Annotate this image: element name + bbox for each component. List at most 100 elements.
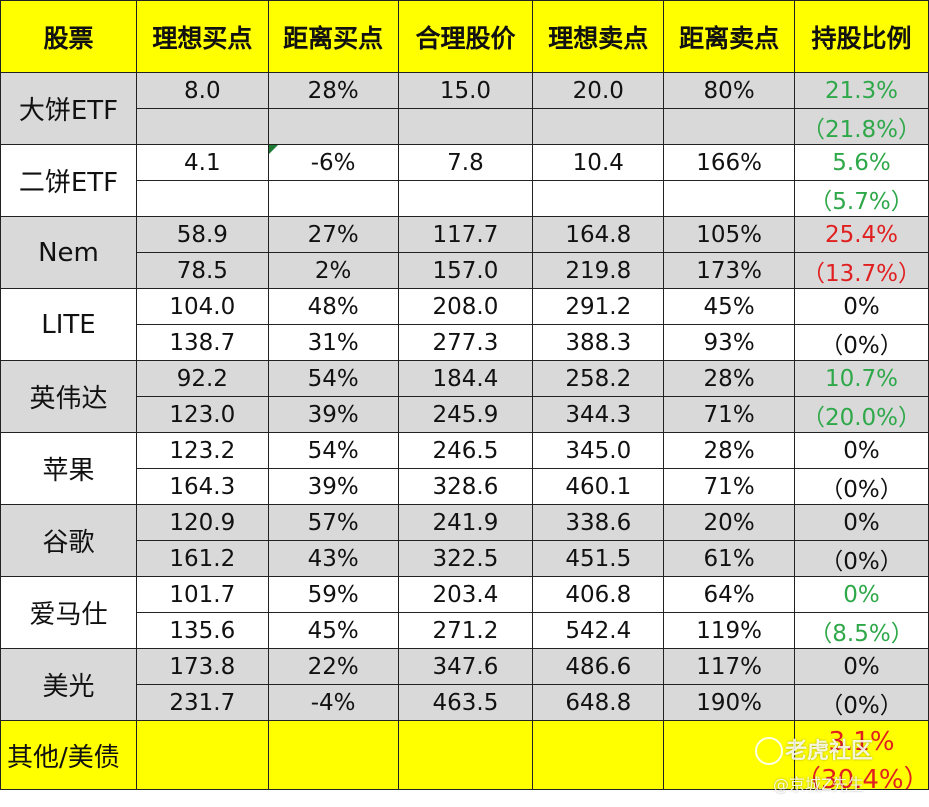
distance-buy-cell: 45% <box>267 612 399 649</box>
stock-table: 股票 理想买点 距离买点 合理股价 理想卖点 距离卖点 持股比例 大饼ETF 8.… <box>0 0 929 790</box>
table-row: 大饼ETF 8.0 28% 15.0 20.0 80% 21.3% <box>0 72 929 145</box>
holding-ratio-cell: 25.4% <box>794 216 929 253</box>
ideal-buy-cell: 8.0 <box>135 72 269 109</box>
table-row: 苹果 123.2 54% 246.5 345.0 28% 0% <box>0 432 929 505</box>
distance-sell-cell: 119% <box>663 612 796 649</box>
fair-price-cell: 271.2 <box>397 612 534 649</box>
ideal-sell-cell: 344.3 <box>532 396 665 433</box>
fair-price-cell: 277.3 <box>397 324 534 361</box>
table-row: 78.5 2% 157.0 219.8 173% （13.7%） <box>1 252 929 289</box>
ideal-sell-cell: 219.8 <box>532 252 665 289</box>
ideal-buy-cell <box>135 180 269 217</box>
distance-sell-cell: 20% <box>663 504 796 541</box>
footer-empty-cell <box>267 720 399 790</box>
ideal-buy-cell: 101.7 <box>135 576 269 613</box>
distance-buy-cell: 22% <box>267 648 399 685</box>
fair-price-cell: 328.6 <box>397 468 534 505</box>
ideal-buy-cell: 231.7 <box>135 684 269 721</box>
fair-price-cell: 184.4 <box>397 360 534 397</box>
table-row: （5.7%） <box>1 180 929 217</box>
fair-price-cell: 463.5 <box>397 684 534 721</box>
ideal-sell-cell: 164.8 <box>532 216 665 253</box>
ideal-sell-cell: 542.4 <box>532 612 665 649</box>
stock-name-cell: 苹果 <box>0 432 137 505</box>
table-row: 231.7 -4% 463.5 648.8 190% （0%） <box>1 684 929 721</box>
watermark: 老虎社区 @京城Z先生 <box>755 733 915 797</box>
ideal-buy-cell: 138.7 <box>135 324 269 361</box>
holding-ratio-cell: （0%） <box>794 324 929 361</box>
distance-buy-cell: -4% <box>267 684 399 721</box>
ideal-sell-cell: 258.2 <box>532 360 665 397</box>
footer-empty-cell <box>397 720 534 790</box>
ideal-buy-cell: 120.9 <box>135 504 269 541</box>
ideal-sell-cell: 648.8 <box>532 684 665 721</box>
ideal-sell-cell: 345.0 <box>532 432 665 469</box>
ideal-sell-cell: 291.2 <box>532 288 665 325</box>
ideal-sell-cell: 460.1 <box>532 468 665 505</box>
holding-ratio-cell: （0%） <box>794 540 929 577</box>
distance-buy-cell: 48% <box>267 288 399 325</box>
table-row: 爱马仕 101.7 59% 203.4 406.8 64% 0% <box>0 576 929 649</box>
distance-sell-cell: 166% <box>663 144 796 181</box>
fair-price-cell: 203.4 <box>397 576 534 613</box>
distance-buy-cell: 54% <box>267 360 399 397</box>
holding-ratio-cell: 21.3% <box>794 72 929 109</box>
table-row: 161.2 43% 322.5 451.5 61% （0%） <box>1 540 929 577</box>
stock-name-cell: 爱马仕 <box>0 576 137 649</box>
ideal-buy-cell: 58.9 <box>135 216 269 253</box>
holding-ratio-cell: 0% <box>794 504 929 541</box>
tiger-logo-icon <box>755 737 783 765</box>
distance-buy-cell: 54% <box>267 432 399 469</box>
table-row: 164.3 39% 328.6 460.1 71% （0%） <box>1 468 929 505</box>
ideal-buy-cell: 135.6 <box>135 612 269 649</box>
holding-ratio-cell: 10.7% <box>794 360 929 397</box>
header-row: 股票 理想买点 距离买点 合理股价 理想卖点 距离卖点 持股比例 <box>0 0 929 73</box>
fair-price-cell <box>397 180 534 217</box>
fair-price-cell: 245.9 <box>397 396 534 433</box>
distance-sell-cell: 105% <box>663 216 796 253</box>
distance-sell-cell <box>663 180 796 217</box>
fair-price-cell: 208.0 <box>397 288 534 325</box>
ideal-buy-cell: 164.3 <box>135 468 269 505</box>
col-header-stock: 股票 <box>0 0 137 73</box>
holding-ratio-cell: 5.6% <box>794 144 929 181</box>
fair-price-cell: 7.8 <box>397 144 534 181</box>
distance-buy-cell: 31% <box>267 324 399 361</box>
table-row: LITE 104.0 48% 208.0 291.2 45% 0% <box>0 288 929 361</box>
watermark-user: @京城Z先生 <box>773 775 864 794</box>
holding-ratio-cell: 0% <box>794 288 929 325</box>
stock-name-cell: 大饼ETF <box>0 72 137 145</box>
holding-ratio-cell: （8.5%） <box>794 612 929 649</box>
ideal-sell-cell: 20.0 <box>532 72 665 109</box>
stock-name-cell: 美光 <box>0 648 137 721</box>
col-header-holding-ratio: 持股比例 <box>794 0 929 73</box>
footer-pct-current: 3.1% <box>828 727 895 757</box>
stock-name-cell: 谷歌 <box>0 504 137 577</box>
distance-buy-cell: 39% <box>267 468 399 505</box>
distance-sell-cell: 173% <box>663 252 796 289</box>
holding-ratio-cell: （20.0%） <box>794 396 929 433</box>
ideal-sell-cell: 451.5 <box>532 540 665 577</box>
footer-empty-cell <box>135 720 269 790</box>
footer-holding-cell: 3.1% （30.4%） <box>794 720 929 790</box>
distance-buy-cell: 2% <box>267 252 399 289</box>
ideal-buy-cell: 78.5 <box>135 252 269 289</box>
holding-ratio-cell: （21.8%） <box>794 108 929 145</box>
table-body: 大饼ETF 8.0 28% 15.0 20.0 80% 21.3% （21.8%） 二饼ETF 4… <box>0 72 929 790</box>
fair-price-cell: 157.0 <box>397 252 534 289</box>
fair-price-cell: 117.7 <box>397 216 534 253</box>
holding-ratio-cell: 0% <box>794 648 929 685</box>
col-header-fair-price: 合理股价 <box>397 0 534 73</box>
col-header-distance-sell: 距离卖点 <box>663 0 796 73</box>
col-header-ideal-sell: 理想卖点 <box>532 0 665 73</box>
watermark-brand: 老虎社区 <box>785 739 874 764</box>
fair-price-cell <box>397 108 534 145</box>
distance-sell-cell <box>663 108 796 145</box>
fair-price-cell: 241.9 <box>397 504 534 541</box>
distance-sell-cell: 61% <box>663 540 796 577</box>
footer-row: 其他/美债 3.1% （30.4%） <box>0 720 929 790</box>
holding-ratio-cell: 0% <box>794 576 929 613</box>
ideal-buy-cell: 104.0 <box>135 288 269 325</box>
footer-pct-previous: （30.4%） <box>795 765 929 790</box>
ideal-buy-cell: 161.2 <box>135 540 269 577</box>
